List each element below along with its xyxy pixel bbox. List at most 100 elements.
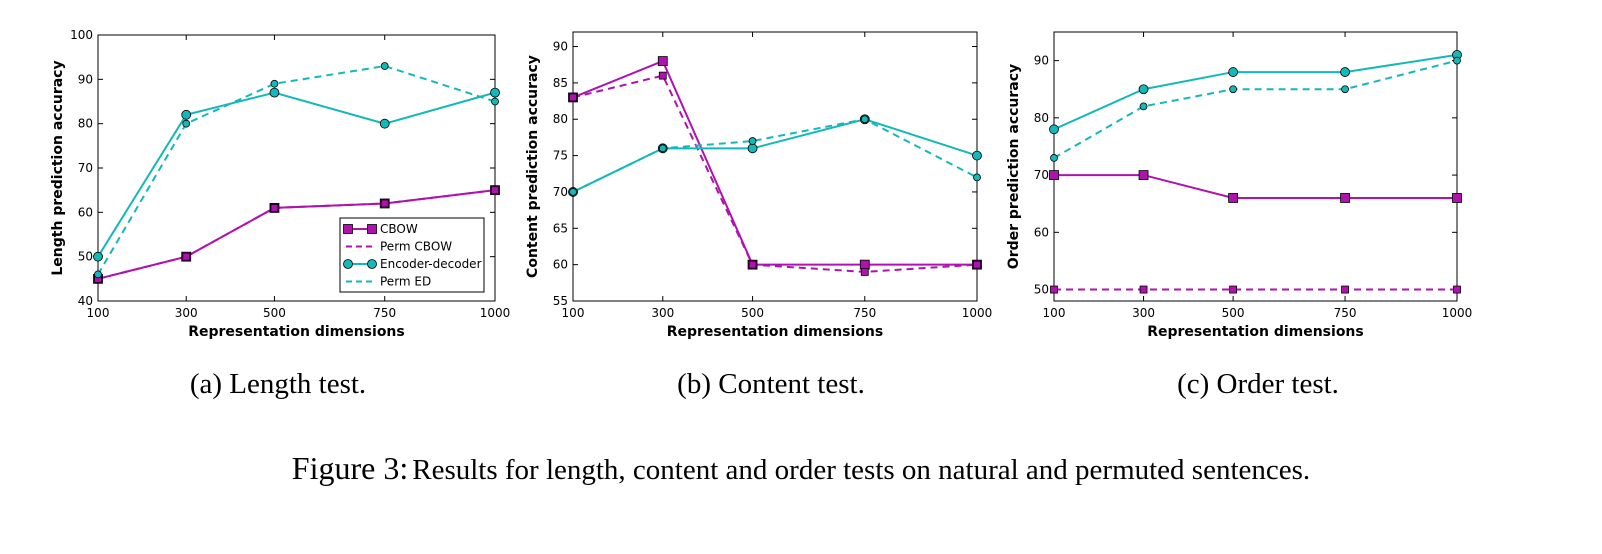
series-line-perm-cbow bbox=[97, 189, 496, 280]
point-perm-ed bbox=[569, 188, 577, 196]
y-tick-label: 60 bbox=[553, 258, 568, 272]
point-perm-ed bbox=[1341, 85, 1349, 94]
series-line-perm-cbow bbox=[572, 74, 978, 273]
point-cbow bbox=[1452, 193, 1462, 203]
point-perm-cbow bbox=[748, 260, 757, 269]
x-tick-label: 300 bbox=[1132, 306, 1155, 320]
point-perm-ed bbox=[1139, 102, 1148, 111]
subcaption-length: (a) Length test. bbox=[189, 368, 367, 400]
x-tick-label: 1000 bbox=[962, 306, 993, 320]
point-cbow bbox=[1138, 170, 1149, 180]
x-tick-label: 300 bbox=[651, 306, 674, 320]
x-tick-label: 750 bbox=[1334, 306, 1357, 320]
series-line-encoder-decoder bbox=[572, 118, 978, 193]
legend-marker-encoder-decoder bbox=[367, 259, 377, 269]
legend-marker-cbow bbox=[367, 224, 377, 234]
x-tick-label: 300 bbox=[175, 306, 198, 320]
y-tick-label: 60 bbox=[78, 205, 93, 219]
y-tick-label: 70 bbox=[553, 185, 568, 199]
point-perm-cbow bbox=[1139, 285, 1148, 294]
point-perm-cbow bbox=[658, 71, 667, 80]
y-tick-label: 40 bbox=[78, 294, 93, 308]
point-perm-cbow bbox=[860, 268, 869, 276]
point-encoder-decoder bbox=[1138, 84, 1149, 95]
y-tick-label: 90 bbox=[553, 40, 568, 54]
series-line-encoder-decoder bbox=[1053, 53, 1458, 131]
y-tick-label: 80 bbox=[1034, 111, 1049, 125]
x-tick-label: 1000 bbox=[480, 306, 511, 320]
point-encoder-decoder bbox=[181, 109, 192, 120]
order-test-chart: 100 300 500 750 1000 50 60 70 80 90 Representation… bbox=[1006, 31, 1473, 340]
y-tick-label: 65 bbox=[553, 221, 568, 235]
series-line-perm-ed bbox=[1053, 59, 1458, 159]
y-tick-label: 50 bbox=[78, 250, 93, 264]
caption-text: Results for length, content and order te… bbox=[412, 454, 1311, 486]
y-tick-label: 90 bbox=[1034, 54, 1049, 68]
plot-frame bbox=[572, 31, 978, 302]
point-perm-cbow bbox=[1229, 285, 1238, 294]
y-axis-title: Content prediction accuracy bbox=[525, 55, 541, 278]
point-encoder-decoder bbox=[1228, 67, 1239, 77]
plot-frame bbox=[1053, 31, 1458, 302]
point-encoder-decoder bbox=[1340, 67, 1350, 77]
legend-label-cbow: CBOW bbox=[380, 222, 418, 236]
legend-label-perm-ed: Perm ED bbox=[380, 275, 431, 289]
y-tick-label: 70 bbox=[78, 161, 93, 175]
point-perm-cbow bbox=[1341, 285, 1349, 294]
y-axis-title: Order prediction accuracy bbox=[1006, 64, 1022, 269]
point-encoder-decoder bbox=[747, 143, 758, 154]
y-tick-label: 100 bbox=[70, 28, 93, 42]
x-tick-label: 1000 bbox=[1442, 306, 1473, 320]
y-tick-label: 90 bbox=[78, 72, 93, 86]
length-test-chart: 100 300 500 750 1000 40 50 60 70 80 90 100 Represent… bbox=[50, 28, 510, 340]
point-perm-ed bbox=[658, 144, 667, 153]
series-line-perm-ed bbox=[97, 65, 496, 275]
x-tick-label: 750 bbox=[853, 306, 876, 320]
point-perm-cbow bbox=[380, 199, 389, 208]
x-tick-label: 500 bbox=[1222, 306, 1245, 320]
point-perm-cbow bbox=[491, 186, 499, 195]
point-perm-cbow bbox=[182, 252, 191, 261]
point-perm-cbow bbox=[1453, 285, 1461, 294]
point-cbow bbox=[657, 56, 668, 66]
point-encoder-decoder bbox=[269, 87, 280, 98]
point-perm-ed bbox=[1453, 56, 1461, 65]
point-cbow bbox=[1049, 170, 1059, 180]
point-perm-ed bbox=[1050, 154, 1058, 162]
subcaption-content: (b) Content test. bbox=[677, 368, 865, 400]
legend-marker-cbow bbox=[343, 224, 353, 234]
x-tick-label: 500 bbox=[263, 306, 286, 320]
x-axis-title: Representation dimensions bbox=[667, 324, 884, 340]
y-tick-label: 60 bbox=[1034, 225, 1049, 239]
point-perm-cbow bbox=[270, 203, 279, 212]
y-axis-title: Length prediction accuracy bbox=[50, 60, 66, 275]
point-encoder-decoder bbox=[93, 251, 103, 262]
point-perm-ed bbox=[491, 97, 499, 106]
legend-label-perm-cbow: Perm CBOW bbox=[380, 240, 452, 254]
point-perm-ed bbox=[94, 270, 102, 279]
point-encoder-decoder bbox=[1049, 124, 1059, 135]
point-perm-ed bbox=[270, 79, 279, 88]
point-perm-ed bbox=[973, 173, 981, 182]
y-tick-label: 85 bbox=[553, 76, 568, 90]
point-encoder-decoder bbox=[490, 87, 500, 98]
x-tick-label: 100 bbox=[87, 306, 110, 320]
legend-box bbox=[339, 217, 485, 293]
y-tick-label: 50 bbox=[1034, 283, 1049, 297]
point-perm-ed bbox=[1229, 85, 1238, 94]
subcaption-order: (c) Order test. bbox=[1177, 368, 1339, 400]
x-tick-label: 500 bbox=[741, 306, 764, 320]
y-tick-label: 75 bbox=[553, 149, 568, 163]
x-axis-title: Representation dimensions bbox=[1147, 324, 1364, 340]
point-cbow bbox=[1228, 193, 1239, 203]
point-cbow bbox=[859, 259, 870, 270]
series-line-cbow bbox=[1054, 174, 1457, 199]
y-tick-label: 55 bbox=[553, 294, 568, 308]
point-perm-cbow bbox=[973, 260, 981, 269]
point-encoder-decoder bbox=[379, 118, 390, 129]
point-perm-cbow bbox=[1050, 285, 1058, 294]
point-encoder-decoder bbox=[972, 150, 982, 161]
series-line-perm-ed bbox=[572, 118, 978, 193]
x-tick-label: 100 bbox=[1043, 306, 1066, 320]
